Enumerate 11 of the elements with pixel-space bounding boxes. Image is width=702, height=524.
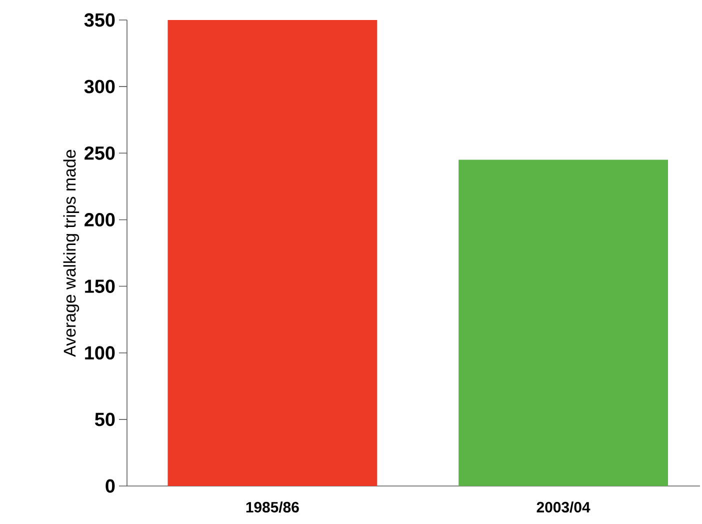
y-tick-label: 150 [85, 280, 115, 293]
y-tick-label: 200 [84, 213, 115, 226]
y-tick-label: 50 [95, 412, 115, 426]
x-tick-label: 1985/86 [246, 502, 299, 513]
y-tick-label: 300 [84, 80, 115, 94]
y-tick-label: 0 [106, 479, 115, 493]
y-tick-label: 350 [84, 13, 115, 27]
x-tick-label: 2003/04 [536, 502, 590, 513]
y-tick-label: 250 [84, 146, 115, 160]
y-axis-title: Average walking trips made [63, 150, 80, 357]
y-tick-label: 100 [85, 346, 115, 360]
